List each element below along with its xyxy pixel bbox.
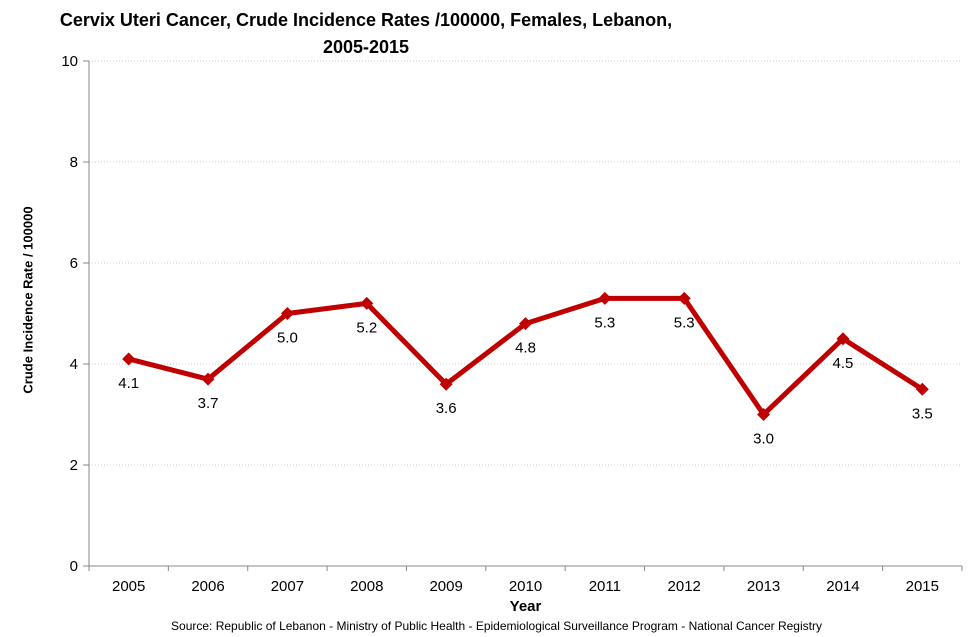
data-point-marker	[757, 408, 771, 421]
data-point-marker	[677, 291, 691, 305]
data-point-label: 5.2	[356, 319, 377, 336]
chart-title: Cervix Uteri Cancer, Crude Incidence Rat…	[10, 7, 722, 61]
y-tick-label: 10	[61, 53, 78, 70]
y-tick-label: 2	[70, 457, 78, 474]
chart-title-line2: 2005-2015	[322, 37, 410, 57]
data-point-label: 4.5	[833, 355, 854, 372]
y-tick-label: 8	[70, 154, 78, 171]
x-tick-label: 2015	[906, 578, 939, 595]
data-point-label: 4.1	[118, 375, 139, 392]
y-tick-label: 6	[70, 255, 78, 272]
data-point-label: 4.8	[515, 340, 536, 357]
x-tick-label: 2007	[271, 578, 304, 595]
data-point-marker	[201, 372, 215, 386]
data-point-label: 5.3	[674, 314, 695, 331]
x-tick-label: 2013	[747, 578, 780, 595]
y-tick-label: 0	[70, 558, 78, 575]
x-tick-label: 2005	[112, 578, 145, 595]
data-point-marker	[836, 332, 850, 346]
x-tick-label: 2006	[191, 578, 224, 595]
x-axis-title: Year	[509, 598, 542, 615]
x-tick-label: 2008	[350, 578, 383, 595]
data-point-label: 3.0	[753, 431, 774, 448]
source-text: Source: Republic of Lebanon - Ministry o…	[171, 619, 822, 633]
y-tick-label: 4	[70, 356, 78, 373]
data-point-label: 5.3	[594, 314, 615, 331]
data-point-marker	[439, 377, 453, 391]
data-point-marker	[519, 317, 532, 331]
x-tick-label: 2012	[668, 578, 701, 595]
data-point-marker	[598, 291, 612, 305]
data-point-marker	[360, 296, 374, 310]
x-tick-label: 2010	[509, 578, 542, 595]
x-tick-label: 2011	[589, 578, 621, 595]
data-point-marker	[915, 382, 929, 396]
data-point-marker	[122, 352, 136, 366]
x-tick-label: 2009	[429, 578, 462, 595]
data-point-label: 3.5	[912, 405, 933, 422]
x-tick-label: 2014	[826, 578, 859, 595]
data-point-label: 3.7	[198, 395, 219, 412]
data-point-label: 5.0	[277, 330, 298, 347]
data-point-label: 3.6	[436, 400, 457, 417]
chart-title-line1: Cervix Uteri Cancer, Crude Incidence Rat…	[59, 10, 673, 30]
data-point-marker	[280, 307, 294, 320]
